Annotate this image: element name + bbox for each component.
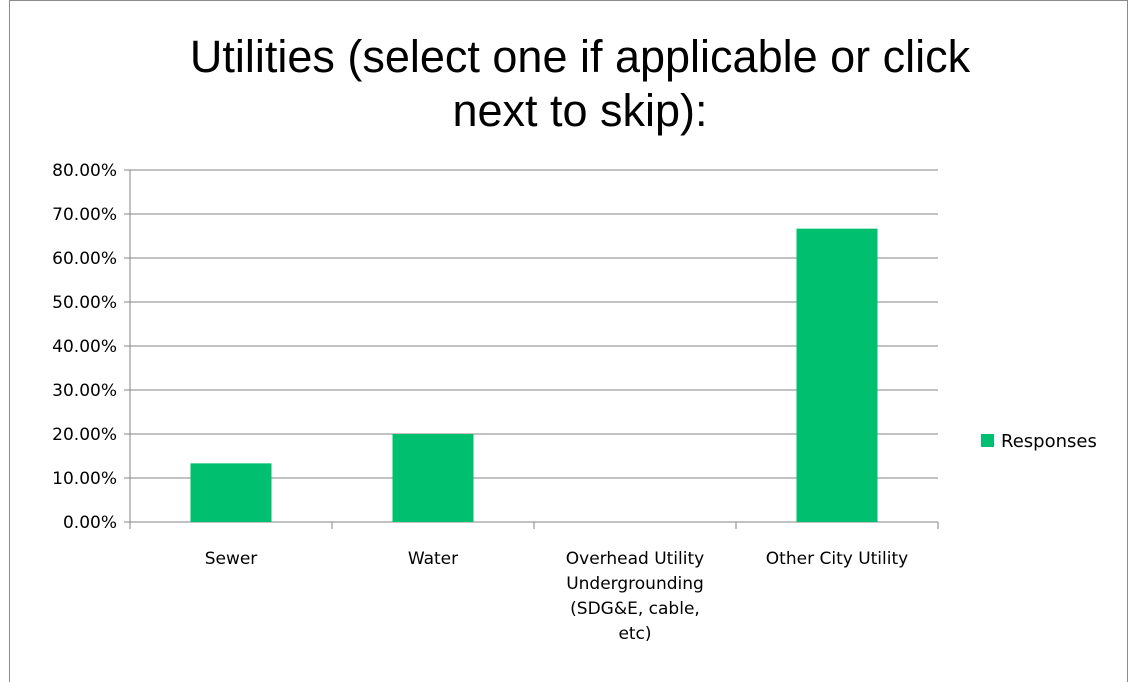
y-tick-label: 80.00%	[52, 161, 117, 181]
bar	[392, 434, 474, 522]
chart-title: Utilities (select one if applicable or c…	[80, 30, 1080, 138]
x-category-label: Sewer	[205, 549, 258, 569]
bar	[796, 228, 878, 523]
chart-title-line-1: Utilities (select one if applicable or c…	[189, 31, 971, 82]
x-category-label: Water	[408, 549, 458, 569]
x-category-label: Other City Utility	[766, 549, 908, 569]
y-tick-label: 0.00%	[63, 513, 117, 533]
chart-frame	[9, 0, 1128, 682]
y-tick-label: 10.00%	[52, 469, 117, 489]
y-tick-label: 40.00%	[52, 337, 117, 357]
legend-label: Responses	[1001, 431, 1097, 452]
x-category-label: Overhead Utility	[566, 549, 704, 569]
x-category-label: etc)	[618, 624, 651, 644]
y-tick-label: 30.00%	[52, 381, 117, 401]
x-category-label: (SDG&E, cable,	[570, 599, 700, 619]
legend-swatch	[981, 434, 994, 447]
chart-title-line-2: next to skip):	[452, 85, 708, 136]
y-tick-label: 20.00%	[52, 425, 117, 445]
y-tick-label: 50.00%	[52, 293, 117, 313]
y-tick-label: 70.00%	[52, 205, 117, 225]
bar	[190, 463, 272, 522]
y-tick-label: 60.00%	[52, 249, 117, 269]
x-category-label: Undergrounding	[566, 574, 704, 594]
